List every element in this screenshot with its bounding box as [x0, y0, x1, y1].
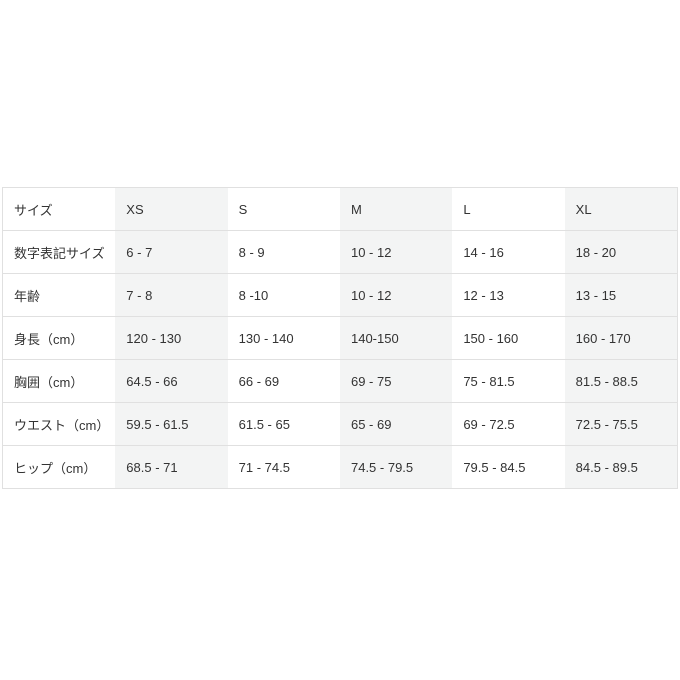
- cell-xs: 6 - 7: [115, 230, 228, 274]
- size-chart-table: サイズ XS S M L XL 数字表記サイズ 6 - 7 8 - 9 10 -…: [2, 187, 678, 489]
- table-row-chest: 胸囲（cm） 64.5 - 66 66 - 69 69 - 75 75 - 81…: [2, 359, 678, 403]
- cell-s: 8 - 9: [227, 230, 340, 274]
- header-col-xl: XL: [564, 187, 678, 231]
- cell-s: 71 - 74.5: [238, 459, 290, 475]
- table-row-hip: ヒップ（cm） 68.5 - 71 71 - 74.5 74.5 - 79.5 …: [3, 445, 678, 489]
- header-col-xs: XS: [115, 187, 228, 231]
- cell-m: 140-150: [339, 316, 453, 360]
- row-label: ヒップ（cm）: [14, 460, 97, 476]
- row-label: ウエスト（cm）: [2, 402, 116, 446]
- cell-m: 69 - 75: [339, 359, 453, 403]
- table-row-height: 身長（cm） 120 - 130 130 - 140 140-150 150 -…: [2, 316, 678, 360]
- cell-xl: 72.5 - 75.5: [564, 402, 678, 446]
- row-label: 数字表記サイズ: [2, 230, 116, 274]
- row-label: 年齢: [2, 273, 116, 317]
- cell-m: 10 - 12: [339, 273, 453, 317]
- cell-s: 130 - 140: [227, 316, 340, 360]
- cell-s: 61.5 - 65: [227, 402, 340, 446]
- table-row-age: 年齢 7 - 8 8 -10 10 - 12 12 - 13 13 - 15: [2, 273, 678, 317]
- header-col-m: M: [339, 187, 453, 231]
- cell-s: 66 - 69: [227, 359, 340, 403]
- cell-l: 69 - 72.5: [452, 402, 565, 446]
- row-label: 胸囲（cm）: [2, 359, 116, 403]
- cell-xl: 84.5 - 89.5: [564, 445, 678, 489]
- row-label: 身長（cm）: [2, 316, 116, 360]
- cell-l: 12 - 13: [452, 273, 565, 317]
- cell-xl: 18 - 20: [564, 230, 678, 274]
- cell-xs: 68.5 - 71: [115, 445, 228, 489]
- cell-l: 14 - 16: [452, 230, 565, 274]
- cell-xs: 7 - 8: [115, 273, 228, 317]
- cell-m: 74.5 - 79.5: [339, 445, 453, 489]
- cell-xs: 120 - 130: [115, 316, 228, 360]
- table-row-waist: ウエスト（cm） 59.5 - 61.5 61.5 - 65 65 - 69 6…: [2, 402, 678, 446]
- cell-xl: 160 - 170: [564, 316, 678, 360]
- cell-m: 10 - 12: [339, 230, 453, 274]
- cell-l: 75 - 81.5: [452, 359, 565, 403]
- table-header-row: サイズ XS S M L XL: [2, 187, 678, 231]
- header-col-l: L: [452, 187, 565, 231]
- cell-s: 8 -10: [227, 273, 340, 317]
- header-label-size: サイズ: [2, 187, 116, 231]
- cell-xs: 64.5 - 66: [115, 359, 228, 403]
- table-row-numeric-size: 数字表記サイズ 6 - 7 8 - 9 10 - 12 14 - 16 18 -…: [2, 230, 678, 274]
- cell-l: 150 - 160: [452, 316, 565, 360]
- cell-l: 79.5 - 84.5: [463, 459, 526, 475]
- cell-xl: 81.5 - 88.5: [564, 359, 678, 403]
- cell-xs: 59.5 - 61.5: [115, 402, 228, 446]
- header-col-s: S: [227, 187, 340, 231]
- cell-m: 65 - 69: [339, 402, 453, 446]
- cell-xl: 13 - 15: [564, 273, 678, 317]
